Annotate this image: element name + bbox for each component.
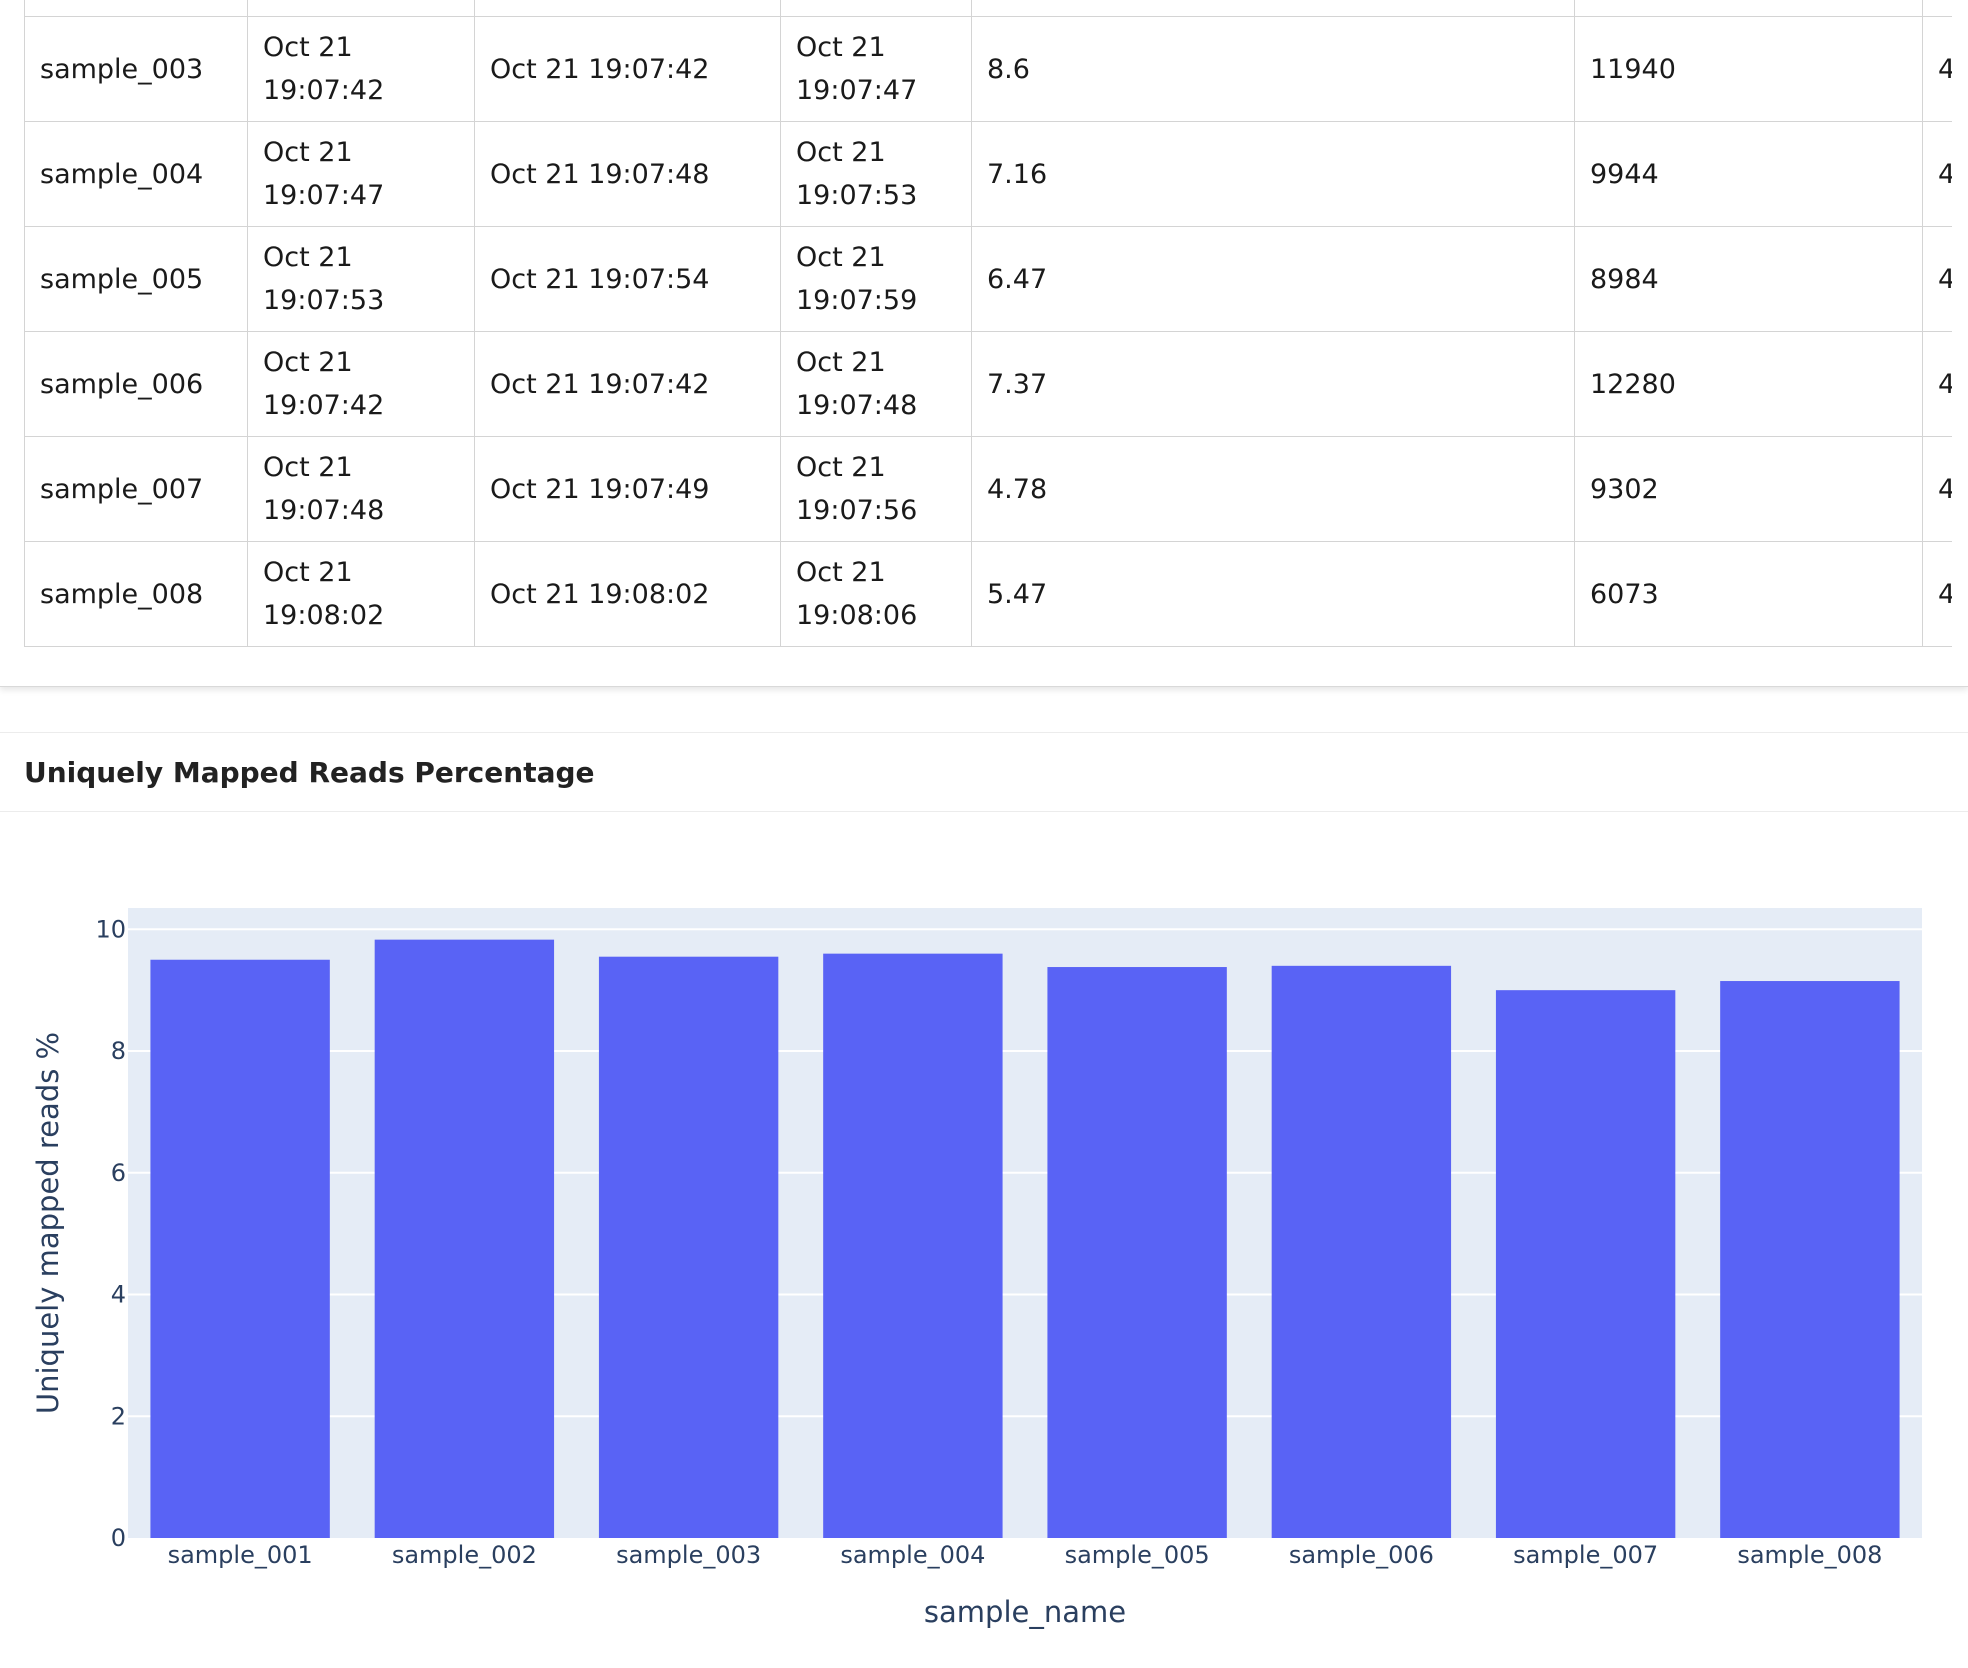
table-row[interactable]: sample_003 Oct 21 19:07:42 Oct 21 19:07:42… bbox=[24, 16, 1952, 122]
cell-started: Oct 21 19:07:49 bbox=[474, 436, 781, 542]
cell-duration: 7.16 bbox=[971, 121, 1575, 227]
table-cell bbox=[971, 0, 1575, 17]
cell-extra: 4 bbox=[1922, 16, 1952, 122]
cell-duration: 5.47 bbox=[971, 541, 1575, 647]
table-row[interactable]: sample_005 Oct 21 19:07:53 Oct 21 19:07:54… bbox=[24, 226, 1952, 332]
cell-extra: 4 bbox=[1922, 436, 1952, 542]
cell-value: 6073 bbox=[1574, 541, 1923, 647]
cell-sample: sample_004 bbox=[24, 121, 248, 227]
cell-sample: sample_008 bbox=[24, 541, 248, 647]
y-tick-labels: 0 2 4 6 8 10 bbox=[95, 915, 126, 1552]
y-tick-label: 10 bbox=[95, 915, 126, 943]
runs-table-card: sample_003 Oct 21 19:07:42 Oct 21 19:07:42… bbox=[0, 0, 1968, 687]
x-tick-label: sample_002 bbox=[392, 1541, 537, 1569]
cell-value: 9944 bbox=[1574, 121, 1923, 227]
cell-finished: Oct 21 19:07:59 bbox=[780, 226, 972, 332]
cell-duration: 8.6 bbox=[971, 16, 1575, 122]
x-axis-title: sample_name bbox=[924, 1595, 1126, 1629]
table-cell bbox=[474, 0, 781, 17]
y-tick-label: 0 bbox=[111, 1524, 126, 1552]
bars bbox=[150, 939, 1900, 1538]
section-title: Uniquely Mapped Reads Percentage bbox=[24, 756, 595, 789]
table-cell bbox=[24, 0, 248, 17]
cell-started: Oct 21 19:08:02 bbox=[474, 541, 781, 647]
cell-value: 11940 bbox=[1574, 16, 1923, 122]
cell-started: Oct 21 19:07:48 bbox=[474, 121, 781, 227]
runs-table-scroll[interactable]: sample_003 Oct 21 19:07:42 Oct 21 19:07:42… bbox=[24, 0, 1952, 652]
cell-queued: Oct 21 19:07:53 bbox=[247, 226, 475, 332]
cell-finished: Oct 21 19:07:47 bbox=[780, 16, 972, 122]
x-tick-labels: sample_001 sample_002 sample_003 sample_004… bbox=[168, 1541, 1883, 1569]
cell-sample: sample_006 bbox=[24, 331, 248, 437]
bar-sample_008[interactable] bbox=[1720, 981, 1900, 1538]
cell-extra: 4 bbox=[1922, 121, 1952, 227]
bar-sample_007[interactable] bbox=[1495, 990, 1676, 1538]
bar-sample_003[interactable] bbox=[598, 956, 779, 1538]
cell-extra: 4 bbox=[1922, 226, 1952, 332]
y-tick-label: 8 bbox=[111, 1037, 126, 1065]
cell-finished: Oct 21 19:08:06 bbox=[780, 541, 972, 647]
cell-queued: Oct 21 19:07:42 bbox=[247, 16, 475, 122]
x-tick-label: sample_006 bbox=[1289, 1541, 1434, 1569]
cell-started: Oct 21 19:07:42 bbox=[474, 331, 781, 437]
x-tick-label: sample_005 bbox=[1065, 1541, 1210, 1569]
runs-table: sample_003 Oct 21 19:07:42 Oct 21 19:07:42… bbox=[24, 0, 1952, 647]
cell-duration: 7.37 bbox=[971, 331, 1575, 437]
table-cell bbox=[247, 0, 475, 17]
table-row[interactable]: sample_007 Oct 21 19:07:48 Oct 21 19:07:49… bbox=[24, 436, 1952, 542]
cell-finished: Oct 21 19:07:53 bbox=[780, 121, 972, 227]
bar-sample_002[interactable] bbox=[374, 939, 555, 1538]
cell-duration: 6.47 bbox=[971, 226, 1575, 332]
y-axis-title: Uniquely mapped reads % bbox=[31, 1032, 65, 1414]
bar-sample_005[interactable] bbox=[1047, 967, 1227, 1538]
cell-value: 9302 bbox=[1574, 436, 1923, 542]
y-tick-label: 6 bbox=[111, 1159, 126, 1187]
cell-queued: Oct 21 19:07:48 bbox=[247, 436, 475, 542]
cell-started: Oct 21 19:07:54 bbox=[474, 226, 781, 332]
cell-sample: sample_007 bbox=[24, 436, 248, 542]
table-row[interactable]: sample_006 Oct 21 19:07:42 Oct 21 19:07:42… bbox=[24, 331, 1952, 437]
y-tick-label: 4 bbox=[111, 1281, 126, 1309]
cell-extra: 4 bbox=[1922, 541, 1952, 647]
cell-duration: 4.78 bbox=[971, 436, 1575, 542]
cell-extra: 4 bbox=[1922, 331, 1952, 437]
x-tick-label: sample_001 bbox=[168, 1541, 313, 1569]
table-row-partial bbox=[24, 0, 1952, 17]
chart-section-header: Uniquely Mapped Reads Percentage bbox=[0, 732, 1968, 812]
table-row[interactable]: sample_004 Oct 21 19:07:47 Oct 21 19:07:48… bbox=[24, 121, 1952, 227]
x-tick-label: sample_003 bbox=[616, 1541, 761, 1569]
y-tick-label: 2 bbox=[111, 1402, 126, 1430]
cell-queued: Oct 21 19:07:42 bbox=[247, 331, 475, 437]
cell-finished: Oct 21 19:07:48 bbox=[780, 331, 972, 437]
bar-sample_006[interactable] bbox=[1271, 965, 1452, 1538]
cell-started: Oct 21 19:07:42 bbox=[474, 16, 781, 122]
x-tick-label: sample_004 bbox=[840, 1541, 985, 1569]
cell-queued: Oct 21 19:08:02 bbox=[247, 541, 475, 647]
cell-sample: sample_003 bbox=[24, 16, 248, 122]
x-tick-label: sample_007 bbox=[1513, 1541, 1658, 1569]
bar-sample_004[interactable] bbox=[823, 953, 1003, 1538]
table-cell bbox=[1574, 0, 1923, 17]
x-tick-label: sample_008 bbox=[1737, 1541, 1882, 1569]
cell-finished: Oct 21 19:07:56 bbox=[780, 436, 972, 542]
table-row[interactable]: sample_008 Oct 21 19:08:02 Oct 21 19:08:02… bbox=[24, 541, 1952, 647]
cell-sample: sample_005 bbox=[24, 226, 248, 332]
cell-value: 8984 bbox=[1574, 226, 1923, 332]
cell-queued: Oct 21 19:07:47 bbox=[247, 121, 475, 227]
table-cell bbox=[1922, 0, 1952, 17]
cell-value: 12280 bbox=[1574, 331, 1923, 437]
table-cell bbox=[780, 0, 972, 17]
bar-sample_001[interactable] bbox=[150, 959, 330, 1538]
